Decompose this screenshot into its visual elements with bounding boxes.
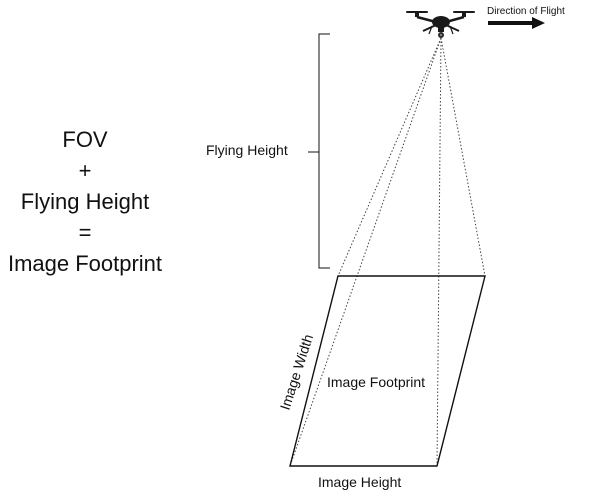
equation-flying-height: Flying Height [20, 189, 150, 214]
equation-equals: = [78, 220, 92, 245]
projection-line-4 [436, 37, 442, 467]
direction-arrow-icon [488, 17, 545, 29]
image-footprint-shape [289, 275, 486, 467]
flying-height-bracket [318, 33, 330, 269]
image-width-label: Image Width [277, 332, 317, 412]
projection-line-2 [440, 37, 486, 277]
equation-image-footprint: Image Footprint [7, 251, 163, 276]
image-footprint-label: Image Footprint [327, 374, 425, 390]
flying-height-label: Flying Height [206, 142, 288, 158]
projection-line-3 [289, 37, 442, 467]
equation-block: FOV + Flying Height = Image Footprint [0, 124, 170, 279]
projection-line-1 [337, 37, 442, 277]
image-height-label: Image Height [318, 474, 401, 490]
direction-of-flight-label: Direction of Flight [487, 6, 565, 17]
drone-icon [406, 11, 475, 38]
equation-plus: + [78, 158, 92, 183]
fov-projection-lines [289, 37, 486, 467]
equation-fov: FOV [62, 127, 108, 152]
